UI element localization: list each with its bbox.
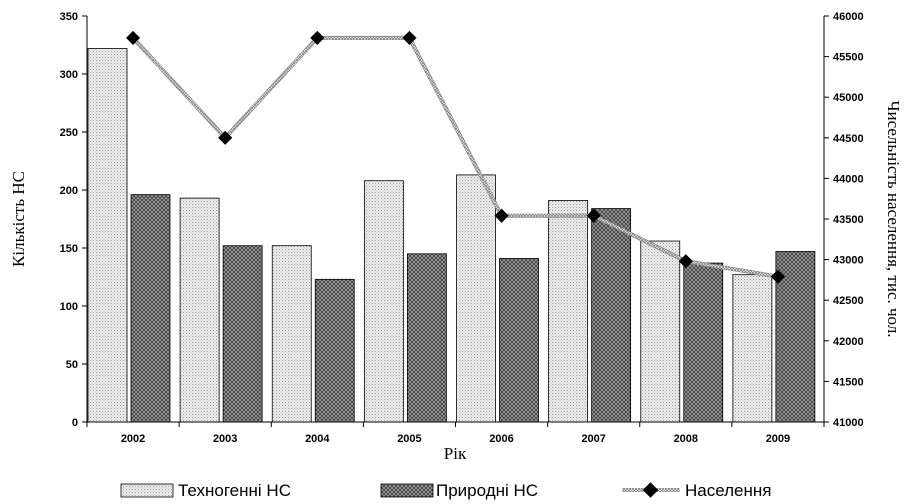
legend-label-techno: Техногенні НС: [178, 481, 291, 500]
x-tick-label-2006: 2006: [489, 433, 513, 445]
bar-natural-2009: [775, 251, 816, 423]
x-tick-label-2007: 2007: [581, 433, 605, 445]
right-tick-label: 42000: [833, 336, 864, 348]
left-tick-label: 0: [72, 417, 78, 429]
x-tick-label-2002: 2002: [121, 433, 145, 445]
left-tick-label: 50: [66, 359, 78, 371]
bar-techno-2004: [271, 245, 312, 423]
population-line-outline: [131, 35, 779, 279]
left-tick-label: 300: [60, 69, 78, 81]
population-marker-2005: [402, 30, 417, 45]
population-marker-2004: [310, 30, 325, 45]
x-tick-label-2003: 2003: [213, 433, 237, 445]
x-tick-label-2005: 2005: [397, 433, 421, 445]
right-tick-label: 41000: [833, 417, 864, 429]
bar-techno-2003: [179, 197, 220, 423]
population-marker-2003: [218, 130, 233, 145]
right-tick-label: 45500: [833, 52, 864, 64]
right-tick-label: 44500: [833, 133, 864, 145]
left-tick-label: 200: [60, 185, 78, 197]
bar-natural-2004: [314, 278, 355, 423]
legend-label-population: Населення: [685, 481, 771, 500]
population-marker-2009: [770, 269, 786, 284]
y-axis-right-title: Чисельність населення, тис. чол.: [884, 100, 903, 337]
bar-natural-2006: [499, 258, 539, 423]
right-tick-label: 43000: [833, 255, 864, 267]
bar-techno-2008: [640, 240, 681, 423]
population-marker-2008: [678, 254, 693, 269]
bars-layer: [87, 48, 816, 423]
bar-natural-2002: [130, 194, 171, 423]
x-axis-title: Рік: [444, 444, 467, 463]
legend-swatch-natural: [380, 483, 434, 498]
left-tick-label: 100: [60, 301, 78, 313]
bar-natural-2003: [222, 245, 263, 423]
legend: Техногенні НС Природні НС Населення: [120, 481, 771, 500]
population-line: [131, 36, 779, 279]
x-tick-label-2004: 2004: [305, 433, 330, 445]
left-tick-label: 250: [60, 127, 78, 139]
x-tick-label-2009: 2009: [766, 433, 790, 445]
right-tick-label: 45000: [833, 92, 864, 104]
left-tick-label: 350: [60, 11, 78, 23]
bar-natural-2007: [591, 208, 632, 423]
x-tick-label-2008: 2008: [674, 433, 698, 445]
bar-techno-2009: [732, 274, 773, 423]
right-tick-label: 46000: [833, 11, 864, 23]
bar-natural-2005: [406, 253, 447, 423]
right-tick-label: 41500: [833, 376, 864, 388]
population-line-layer: [125, 30, 786, 284]
right-tick-label: 43500: [833, 214, 864, 226]
right-tick-label: 42500: [833, 295, 864, 307]
left-tick-label: 150: [60, 243, 78, 255]
bar-techno-2002: [87, 48, 128, 423]
right-tick-labels: 41000 41500 42000 42500 43000 43500 44000 44500…: [824, 11, 864, 429]
right-tick-label: 44000: [833, 173, 864, 185]
bar-techno-2007: [548, 200, 589, 423]
population-marker-2007: [586, 208, 601, 223]
population-marker-2006: [494, 208, 509, 223]
legend-label-natural: Природні НС: [436, 481, 538, 500]
bar-natural-2008: [683, 262, 724, 423]
x-tick-labels: 2002 2003 2004 2005 2006 2007 2008 2009: [86, 422, 825, 445]
bar-techno-2005: [363, 180, 404, 423]
y-axis-title: Кількість НС: [9, 171, 28, 267]
legend-swatch-marker: [642, 482, 659, 498]
left-tick-labels: 0 50 100 150 200 250 300 350: [60, 11, 87, 429]
bar-techno-2006: [456, 174, 496, 423]
legend-swatch-techno: [120, 483, 174, 498]
